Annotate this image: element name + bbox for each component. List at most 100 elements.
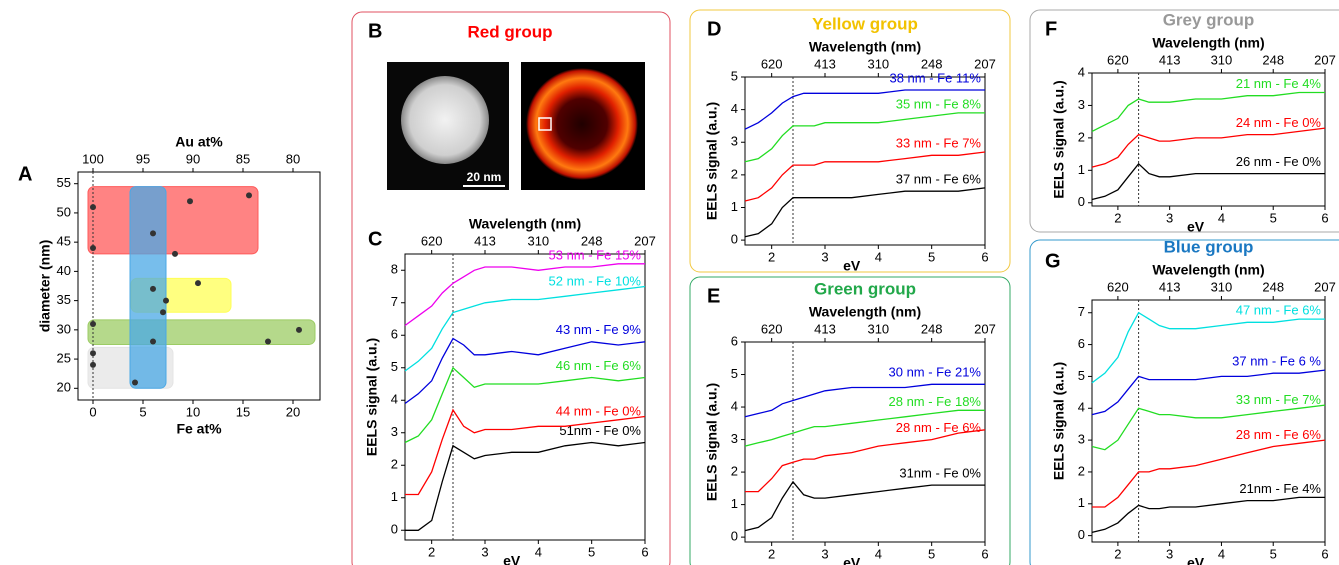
x2-tick-label: 620 — [761, 321, 783, 336]
x-tick-label: 4 — [535, 544, 542, 559]
x-tick-label: 3 — [1166, 546, 1173, 561]
y-tick-label: 0 — [1078, 194, 1085, 209]
y-axis-label: EELS signal (a.u.) — [364, 338, 380, 456]
panel-letter: A — [18, 163, 32, 185]
y-tick-label: 3 — [731, 134, 738, 149]
y-tick-label: 7 — [1078, 304, 1085, 319]
y-tick-label: 5 — [391, 359, 398, 374]
x2-tick-label: 620 — [761, 56, 783, 71]
x-tick-label: 0 — [89, 404, 96, 419]
spectrum — [745, 188, 985, 237]
plot-frame — [1092, 73, 1325, 206]
y-tick-label: 4 — [391, 392, 398, 407]
y-tick-label: 6 — [391, 327, 398, 342]
x2-tick-label: 207 — [974, 56, 996, 71]
y-tick-label: 20 — [57, 380, 71, 395]
y-axis-label: EELS signal (a.u.) — [1051, 362, 1067, 480]
point — [195, 280, 201, 286]
x2-tick-label: 248 — [1262, 52, 1284, 67]
y-tick-label: 30 — [57, 321, 71, 336]
point — [246, 192, 252, 198]
x-tick-label: 4 — [1218, 210, 1225, 225]
y-tick-label: 4 — [1078, 64, 1085, 79]
x2-tick-label: 310 — [527, 233, 549, 248]
y-tick-label: 4 — [731, 398, 738, 413]
y-tick-label: 5 — [731, 68, 738, 83]
x2-tick-label: 413 — [814, 321, 836, 336]
scale-label: 20 nm — [467, 170, 502, 184]
series-label: 28 nm - Fe 18% — [889, 394, 982, 409]
x-tick-label: 6 — [641, 544, 648, 559]
series-label: 44 nm - Fe 0% — [556, 403, 642, 418]
x-tick-label: 2 — [768, 546, 775, 561]
panel-letter: D — [707, 18, 721, 40]
series-label: 31nm - Fe 0% — [899, 466, 981, 481]
series-label: 37 nm - Fe 6 % — [1232, 354, 1321, 369]
x-tick-label: 2 — [768, 249, 775, 264]
panel-title: Blue group — [1164, 237, 1254, 256]
y-tick-label: 3 — [731, 431, 738, 446]
y-tick-label: 2 — [731, 464, 738, 479]
y-tick-label: 0 — [391, 522, 398, 537]
x2-tick-label: 90 — [186, 151, 200, 166]
x2-tick-label: 207 — [974, 321, 996, 336]
y-axis-label: EELS signal (a.u.) — [1051, 80, 1067, 198]
series-label: 38 nm - Fe 11% — [889, 70, 981, 85]
series-label: 26 nm - Fe 0% — [1236, 154, 1322, 169]
y-tick-label: 1 — [731, 496, 738, 511]
x2-tick-label: 413 — [1159, 52, 1181, 67]
point — [90, 321, 96, 327]
spectrum — [1092, 440, 1325, 507]
y-tick-label: 2 — [1078, 463, 1085, 478]
x2-tick-label: 207 — [1314, 279, 1336, 294]
x-tick-label: 6 — [981, 546, 988, 561]
panel-title: Green group — [814, 279, 916, 298]
y-tick-label: 45 — [57, 234, 71, 249]
y-tick-label: 1 — [1078, 495, 1085, 510]
point — [150, 230, 156, 236]
x-tick-label: 15 — [236, 404, 250, 419]
y-tick-label: 4 — [1078, 400, 1085, 415]
y-axis-label: EELS signal (a.u.) — [704, 383, 720, 501]
y-tick-label: 50 — [57, 204, 71, 219]
point — [265, 339, 271, 345]
series-label: 28 nm - Fe 6% — [896, 420, 982, 435]
series-label: 46 nm - Fe 6% — [556, 358, 642, 373]
y-tick-label: 5 — [731, 366, 738, 381]
x2-axis-label: Wavelength (nm) — [809, 304, 921, 320]
point — [187, 198, 193, 204]
point — [150, 339, 156, 345]
x-tick-label: 5 — [139, 404, 146, 419]
series-label: 21 nm - Fe 4% — [1236, 76, 1322, 91]
x-axis-label: eV — [1187, 555, 1205, 565]
x-tick-label: 5 — [1270, 546, 1277, 561]
y-tick-label: 2 — [1078, 129, 1085, 144]
x2-tick-label: 80 — [286, 151, 300, 166]
spectrum — [405, 443, 645, 531]
series-label: 21nm - Fe 4% — [1239, 481, 1321, 496]
x2-tick-label: 310 — [1211, 52, 1233, 67]
y-tick-label: 3 — [1078, 97, 1085, 112]
x2-tick-label: 248 — [1262, 279, 1284, 294]
point — [132, 379, 138, 385]
figure: B Red group 20 nm A202530354045505505101… — [0, 0, 1339, 565]
y-axis-label: EELS signal (a.u.) — [704, 102, 720, 220]
x-tick-label: 2 — [428, 544, 435, 559]
x2-tick-label: 248 — [581, 233, 603, 248]
x-tick-label: 5 — [1270, 210, 1277, 225]
x-axis-label: eV — [843, 258, 861, 274]
x2-axis-label: Wavelength (nm) — [809, 39, 921, 55]
series-label: 47 nm - Fe 6% — [1236, 303, 1322, 318]
series-label: 43 nm - Fe 9% — [556, 322, 642, 337]
x-tick-label: 6 — [1321, 546, 1328, 561]
series-label: 37 nm - Fe 6% — [896, 172, 982, 187]
y-tick-label: 3 — [391, 424, 398, 439]
y-tick-label: 0 — [731, 529, 738, 544]
y-tick-label: 7 — [391, 294, 398, 309]
x-tick-label: 4 — [875, 546, 882, 561]
y-tick-label: 4 — [731, 101, 738, 116]
x-tick-label: 4 — [1218, 546, 1225, 561]
series-label: 33 nm - Fe 7% — [896, 136, 982, 151]
x2-tick-label: 310 — [867, 56, 889, 71]
fe-ring — [526, 68, 638, 180]
